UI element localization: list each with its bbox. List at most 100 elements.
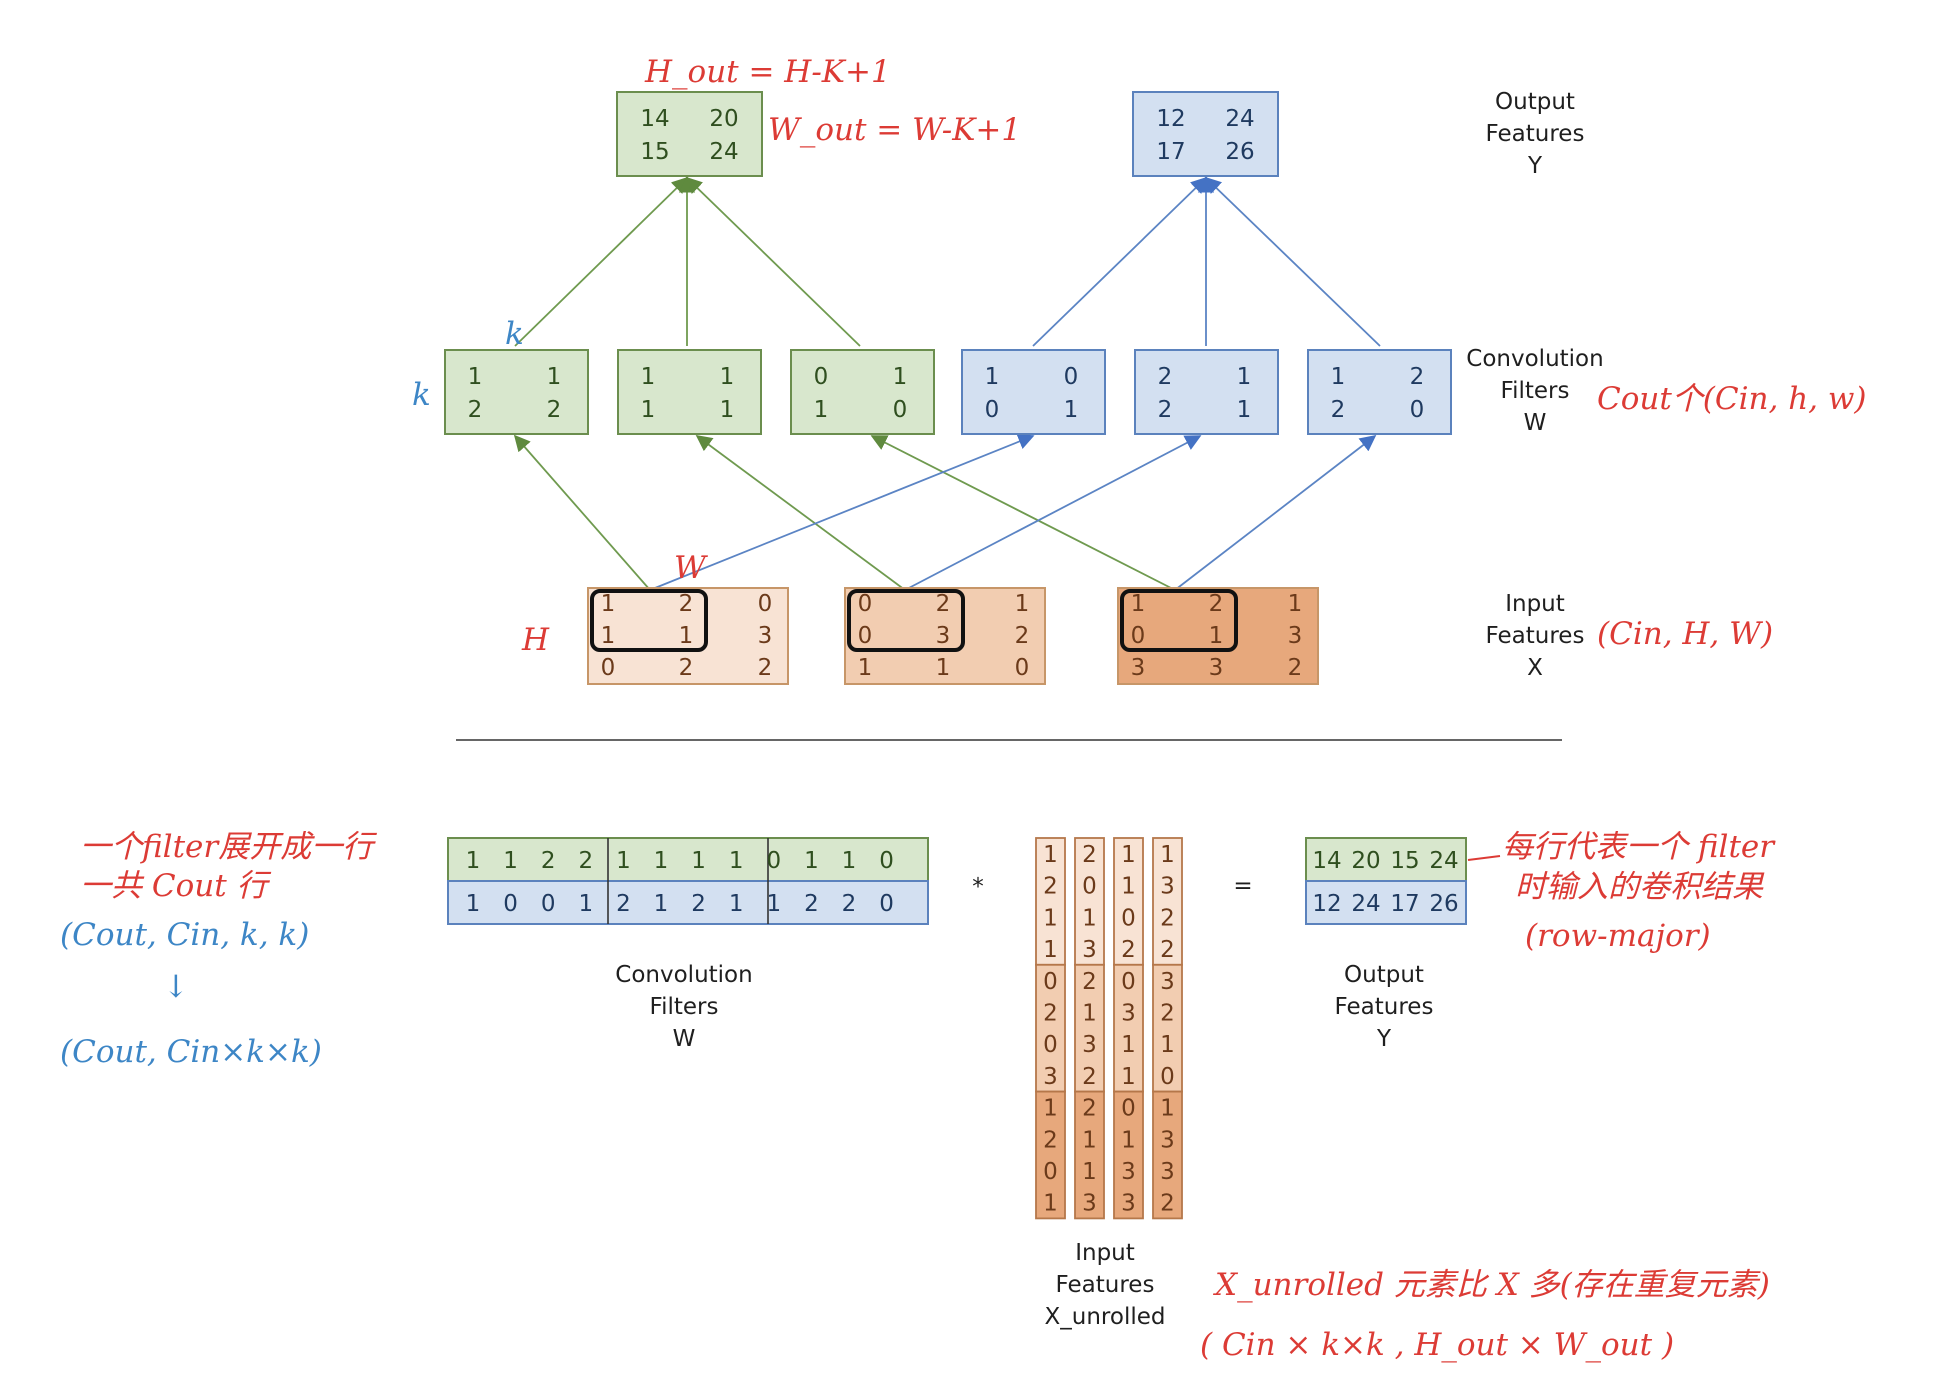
- filter-green-cell: 1: [814, 397, 829, 423]
- kernel-window-highlight: [847, 589, 965, 652]
- filter-blue-cell: 2: [1331, 397, 1346, 423]
- filter-blue-cell: 0: [1064, 364, 1079, 390]
- x-unrolled-cell: 1: [1160, 1096, 1175, 1122]
- input-channel-cell: 1: [601, 591, 616, 617]
- filter-blue-cell: 1: [1331, 364, 1346, 390]
- edge-input-to-filter-blue: [649, 433, 1035, 591]
- annotation-left-line2: 一共 Cout 行: [80, 868, 272, 904]
- filter-green-cell: 1: [893, 364, 908, 390]
- y-blue-cell: 12: [1312, 891, 1341, 917]
- x-unrolled-cell: 0: [1121, 905, 1136, 931]
- x-unrolled-block: [1035, 1090, 1066, 1220]
- x-unrolled-block: [1113, 837, 1144, 966]
- x-unrolled-cell: 1: [1121, 1127, 1136, 1153]
- edge-filter-to-output-green: [514, 176, 689, 347]
- annotation-k-left: k: [412, 377, 431, 413]
- x-unrolled-cell: 2: [1082, 969, 1097, 995]
- edge-input-to-filter-blue: [1174, 435, 1377, 591]
- edge-input-to-filter-green: [870, 435, 1176, 591]
- x-unrolled-cell: 0: [1043, 1159, 1058, 1185]
- input-channel-cell: 2: [679, 655, 694, 681]
- input-channel-cell: 0: [858, 591, 873, 617]
- label-convolution-filters-w: Filters: [1501, 378, 1570, 404]
- x-unrolled-cell: 1: [1043, 905, 1058, 931]
- x-unrolled-cell: 1: [1121, 1032, 1136, 1058]
- x-unrolled-cell: 3: [1160, 969, 1175, 995]
- output-green-box: [616, 91, 763, 177]
- output-green-cell: 15: [640, 139, 669, 165]
- filter-green-box: [790, 349, 935, 435]
- annotation-h: H: [521, 622, 550, 658]
- edge-input-to-filter-green: [695, 435, 906, 591]
- w-blue-cell: 1: [578, 891, 593, 917]
- label-bottom-output-features-y: Features: [1335, 994, 1434, 1020]
- input-channel-cell: 3: [1288, 623, 1303, 649]
- input-channel-cell: 2: [1209, 591, 1224, 617]
- x-unrolled-cell: 2: [1160, 1191, 1175, 1217]
- input-channel-cell: 1: [601, 623, 616, 649]
- w-blue-cell: 2: [842, 891, 857, 917]
- input-channel-cell: 1: [936, 655, 951, 681]
- input-channel-cell: 3: [1209, 655, 1224, 681]
- y-blue-cell: 17: [1390, 891, 1419, 917]
- y-blue-cell: 24: [1351, 891, 1380, 917]
- x-unrolled-cell: 2: [1043, 1001, 1058, 1027]
- filter-green-box: [444, 349, 589, 435]
- w-green-cell: 2: [541, 848, 556, 874]
- w-blue-cell: 1: [466, 891, 481, 917]
- input-channel-cell: 2: [1288, 655, 1303, 681]
- label-bottom-output-features-y: Y: [1376, 1026, 1392, 1052]
- input-channel-cell: 2: [679, 591, 694, 617]
- annotation-bottom-line1: X_unrolled 元素比 X 多(存在重复元素): [1213, 1267, 1770, 1303]
- annotation-left-arrow: ↓: [163, 969, 189, 1005]
- w-blue-cell: 2: [616, 891, 631, 917]
- x-unrolled-cell: 1: [1082, 1001, 1097, 1027]
- y-green-cell: 14: [1312, 848, 1341, 874]
- filter-blue-box: [1134, 349, 1279, 435]
- edge-filter-to-output-blue: [1204, 176, 1381, 347]
- label-bottom-input-features-x-unrolled: X_unrolled: [1045, 1304, 1166, 1330]
- x-unrolled-cell: 3: [1082, 1032, 1097, 1058]
- w-green-cell: 1: [691, 848, 706, 874]
- w-green-cell: 1: [466, 848, 481, 874]
- label-bottom-input-features-x-unrolled: Features: [1056, 1272, 1155, 1298]
- w-matrix-blue-row: [447, 880, 929, 925]
- annotation-connector: [1467, 855, 1501, 861]
- y-green-cell: 15: [1390, 848, 1419, 874]
- filter-green-cell: 1: [641, 397, 656, 423]
- output-green-cell: 20: [709, 106, 738, 132]
- x-unrolled-cell: 1: [1121, 874, 1136, 900]
- x-unrolled-cell: 2: [1160, 1001, 1175, 1027]
- annotation-right-line2: 时输入的卷积结果: [1515, 869, 1765, 905]
- annotation-left-line1: 一个filter展开成一行: [80, 829, 377, 865]
- x-unrolled-cell: 1: [1082, 905, 1097, 931]
- input-channel-cell: 1: [679, 623, 694, 649]
- edge-filter-to-output-green: [685, 176, 861, 347]
- w-green-cell: 1: [729, 848, 744, 874]
- input-channel-box: [587, 587, 789, 685]
- annotation-w-out: W_out = W-K+1: [768, 112, 1021, 148]
- output-blue-cell: 17: [1156, 139, 1185, 165]
- connector-lines: [456, 176, 1562, 741]
- annotation-filters-shape: Cout个(Cin, h, w): [1597, 381, 1867, 417]
- w-green-cell: 2: [578, 848, 593, 874]
- x-unrolled-block: [1074, 963, 1105, 1093]
- input-channel-box: [844, 587, 1046, 685]
- output-blue-cell: 26: [1225, 139, 1254, 165]
- x-unrolled-cell: 0: [1121, 969, 1136, 995]
- y-matrix-green-row: [1305, 837, 1467, 882]
- input-channel-cell: 1: [1288, 591, 1303, 617]
- x-unrolled-block: [1113, 1090, 1144, 1220]
- text-labels: Output Features Y Convolution Filters W Input F…: [615, 89, 1603, 1330]
- w-blue-cell: 1: [654, 891, 669, 917]
- y-green-cell: 20: [1351, 848, 1380, 874]
- filter-blue-cell: 2: [1410, 364, 1425, 390]
- w-green-cell: 1: [804, 848, 819, 874]
- w-blue-cell: 0: [541, 891, 556, 917]
- filter-blue-cell: 1: [985, 364, 1000, 390]
- x-unrolled-cell: 0: [1160, 1064, 1175, 1090]
- w-green-cell: 1: [842, 848, 857, 874]
- x-unrolled-block: [1035, 963, 1066, 1093]
- x-unrolled-block: [1074, 1090, 1105, 1220]
- w-blue-cell: 1: [729, 891, 744, 917]
